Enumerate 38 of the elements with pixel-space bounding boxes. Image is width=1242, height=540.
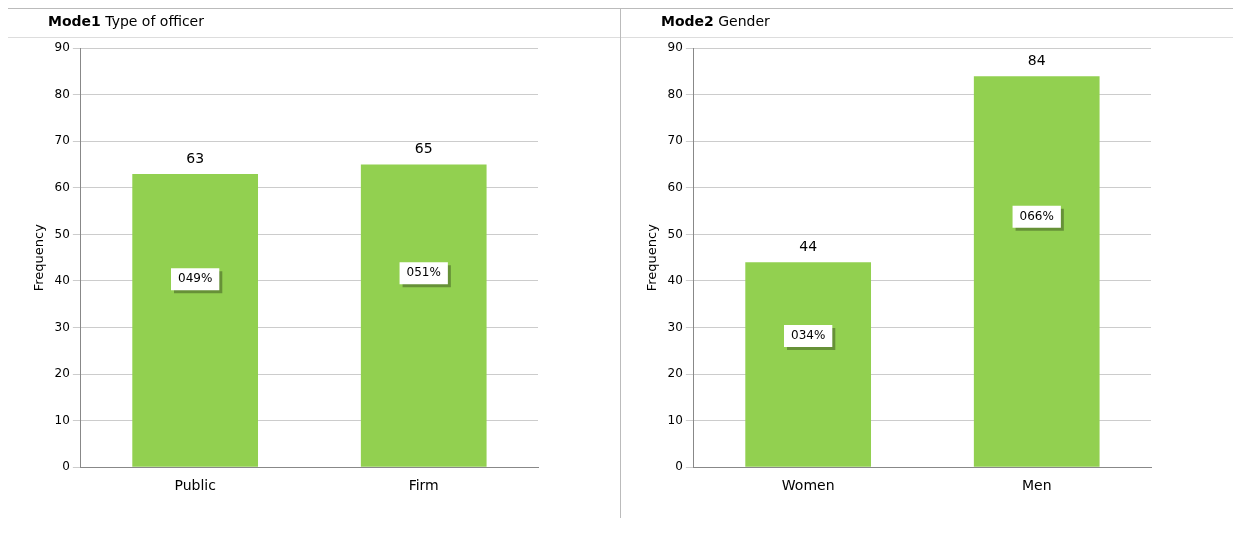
x-tick-label: Men xyxy=(1021,477,1052,494)
data-label: 44 xyxy=(799,238,818,254)
annotation: 034% xyxy=(791,328,826,343)
y-tick-label: 80 xyxy=(667,86,683,101)
y-tick-label: 20 xyxy=(54,366,70,381)
annotation: 066% xyxy=(1019,208,1054,223)
annotation: 051% xyxy=(406,265,441,280)
data-label: 63 xyxy=(186,149,205,166)
y-tick-label: 90 xyxy=(667,40,683,55)
y-tick-label: 10 xyxy=(667,412,683,427)
y-tick-label: 10 xyxy=(54,412,70,427)
x-tick-label: Firm xyxy=(408,477,439,494)
chart-title: Mode2 xyxy=(661,13,714,29)
annotation: 049% xyxy=(178,271,213,286)
y-tick-label: 20 xyxy=(667,366,683,381)
y-tick-label: 60 xyxy=(54,179,70,194)
chart-subtitle: Gender xyxy=(718,13,770,29)
y-tick-label: 80 xyxy=(54,86,70,101)
y-tick-label: 70 xyxy=(54,133,70,148)
y-tick-label: 40 xyxy=(667,273,683,288)
y-axis-title: Frequency xyxy=(644,223,660,292)
y-tick-label: 50 xyxy=(54,226,70,241)
y-tick-label: 70 xyxy=(667,133,683,148)
chart-subtitle: Type of officer xyxy=(105,13,204,29)
y-tick-label: 0 xyxy=(62,459,70,474)
y-axis-title: Frequency xyxy=(31,223,47,292)
y-tick-label: 0 xyxy=(675,459,683,474)
chart-title: Mode1 xyxy=(48,13,101,29)
data-label: 84 xyxy=(1027,51,1046,68)
x-tick-label: Women xyxy=(781,477,835,494)
y-tick-label: 50 xyxy=(667,226,683,241)
y-tick-label: 30 xyxy=(54,319,70,334)
y-tick-label: 60 xyxy=(667,179,683,194)
y-tick-label: 40 xyxy=(54,273,70,288)
y-tick-label: 30 xyxy=(667,319,683,334)
data-label: 65 xyxy=(414,140,433,157)
y-tick-label: 90 xyxy=(54,40,70,55)
x-tick-label: Public xyxy=(174,477,216,494)
